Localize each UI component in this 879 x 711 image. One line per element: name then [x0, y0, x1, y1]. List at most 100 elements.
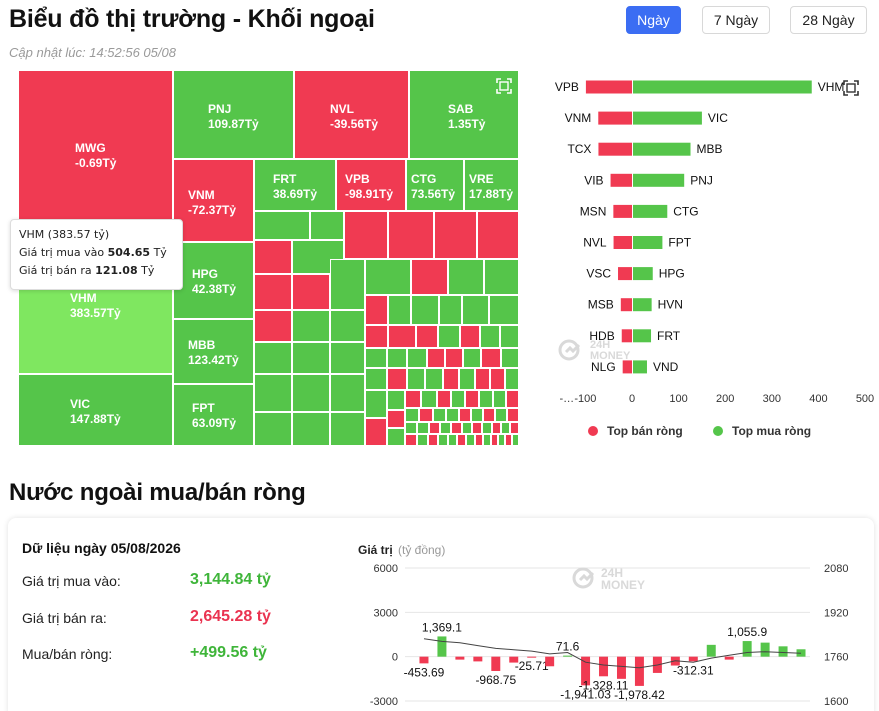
tile-small[interactable] — [387, 390, 405, 410]
tile-small[interactable] — [489, 295, 519, 325]
tile-small[interactable] — [451, 422, 462, 434]
tile-small[interactable] — [493, 390, 506, 408]
tile-small[interactable] — [482, 422, 492, 434]
tile-small[interactable] — [434, 211, 477, 259]
tile-ctg[interactable]: CTG 73.56Tỷ — [406, 159, 464, 211]
tile-small[interactable] — [388, 325, 416, 348]
tile-small[interactable] — [254, 211, 310, 240]
tile-small[interactable] — [460, 325, 480, 348]
tile-mbb[interactable]: MBB 123.42Tỷ — [173, 319, 254, 384]
tile-small[interactable] — [254, 274, 292, 310]
tile-small[interactable] — [405, 408, 419, 422]
period-day-button[interactable]: Ngày — [626, 6, 681, 34]
tile-vpb[interactable]: VPB -98.91Tỷ — [336, 159, 406, 211]
tile-small[interactable] — [472, 422, 482, 434]
tile-small[interactable] — [510, 422, 519, 434]
tile-small[interactable] — [330, 342, 365, 374]
tile-small[interactable] — [254, 374, 292, 412]
tile-small[interactable] — [292, 374, 330, 412]
tile-small[interactable] — [483, 434, 491, 446]
tile-small[interactable] — [365, 348, 387, 368]
tile-small[interactable] — [416, 325, 438, 348]
tile-small[interactable] — [498, 434, 505, 446]
tile-frt[interactable]: FRT 38.69Tỷ — [254, 159, 336, 211]
tile-small[interactable] — [471, 408, 483, 422]
tile-small[interactable] — [254, 342, 292, 374]
tile-small[interactable] — [292, 342, 330, 374]
expand-icon[interactable] — [495, 77, 513, 95]
tile-small[interactable] — [405, 422, 417, 434]
period-7day-button[interactable]: 7 Ngày — [702, 6, 770, 34]
tile-small[interactable] — [437, 390, 451, 408]
tile-small[interactable] — [405, 434, 417, 446]
tile-small[interactable] — [417, 422, 429, 434]
tile-small[interactable] — [411, 259, 448, 295]
tile-small[interactable] — [310, 211, 344, 240]
tile-small[interactable] — [459, 368, 475, 390]
tile-small[interactable] — [459, 408, 471, 422]
expand-icon[interactable] — [842, 79, 860, 97]
tile-small[interactable] — [506, 390, 519, 408]
tile-small[interactable] — [365, 368, 387, 390]
tile-small[interactable] — [365, 325, 388, 348]
tile-small[interactable] — [512, 434, 519, 446]
tile-small[interactable] — [490, 368, 505, 390]
tile-small[interactable] — [484, 259, 519, 295]
tile-small[interactable] — [462, 295, 489, 325]
tile-small[interactable] — [330, 412, 365, 446]
tile-small[interactable] — [254, 412, 292, 446]
tile-small[interactable] — [501, 348, 519, 368]
tile-small[interactable] — [448, 434, 457, 446]
tile-small[interactable] — [388, 211, 434, 259]
tile-small[interactable] — [505, 434, 512, 446]
tile-small[interactable] — [448, 259, 484, 295]
tile-small[interactable] — [330, 374, 365, 412]
tile-small[interactable] — [446, 408, 459, 422]
tile-small[interactable] — [411, 295, 439, 325]
tile-small[interactable] — [480, 325, 500, 348]
tile-small[interactable] — [425, 368, 443, 390]
tile-small[interactable] — [483, 408, 495, 422]
tile-small[interactable] — [388, 295, 411, 325]
tile-small[interactable] — [501, 422, 510, 434]
tile-small[interactable] — [330, 259, 365, 310]
tile-small[interactable] — [254, 240, 292, 274]
tile-small[interactable] — [292, 310, 330, 342]
tile-small[interactable] — [445, 348, 463, 368]
tile-small[interactable] — [419, 408, 433, 422]
tile-small[interactable] — [365, 390, 387, 418]
tile-small[interactable] — [438, 434, 448, 446]
tile-small[interactable] — [344, 211, 388, 259]
tile-small[interactable] — [439, 295, 462, 325]
tile-fpt[interactable]: FPT 63.09Tỷ — [173, 384, 254, 446]
tile-small[interactable] — [365, 259, 411, 295]
tile-nvl[interactable]: NVL -39.56Tỷ — [294, 70, 409, 159]
tile-small[interactable] — [481, 348, 501, 368]
tile-small[interactable] — [438, 325, 460, 348]
tile-small[interactable] — [387, 410, 405, 428]
tile-small[interactable] — [477, 211, 519, 259]
tile-small[interactable] — [491, 434, 498, 446]
tile-small[interactable] — [479, 390, 493, 408]
tile-small[interactable] — [451, 390, 465, 408]
tile-vic[interactable]: VIC 147.88Tỷ — [18, 374, 173, 446]
tile-small[interactable] — [387, 368, 407, 390]
tile-small[interactable] — [292, 412, 330, 446]
tile-small[interactable] — [457, 434, 466, 446]
tile-small[interactable] — [492, 422, 501, 434]
tile-small[interactable] — [440, 422, 451, 434]
tile-small[interactable] — [495, 408, 507, 422]
tile-small[interactable] — [507, 408, 519, 422]
tile-small[interactable] — [462, 422, 472, 434]
tile-small[interactable] — [292, 274, 330, 310]
tile-small[interactable] — [387, 348, 407, 368]
tile-small[interactable] — [365, 295, 388, 325]
tile-small[interactable] — [466, 434, 475, 446]
tile-vre[interactable]: VRE 17.88Tỷ — [464, 159, 519, 211]
tile-small[interactable] — [407, 348, 427, 368]
tile-hpg[interactable]: HPG 42.38Tỷ — [173, 242, 254, 319]
tile-mwg[interactable]: MWG -0.69Tỷ — [18, 70, 173, 222]
tile-small[interactable] — [330, 310, 365, 342]
tile-small[interactable] — [463, 348, 481, 368]
tile-small[interactable] — [387, 428, 405, 446]
